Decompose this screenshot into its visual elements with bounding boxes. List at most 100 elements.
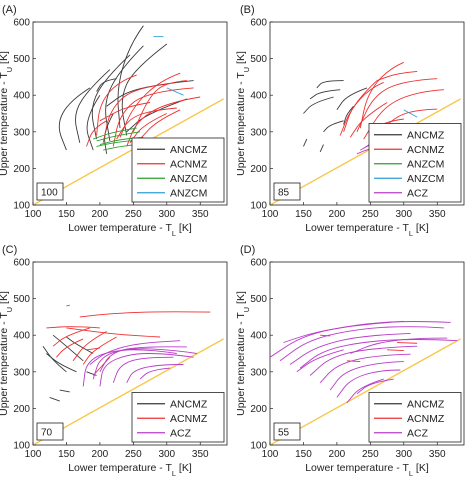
curve-acnmz (86, 120, 107, 147)
curve-acnmz (397, 342, 418, 344)
curve-acnmz (96, 74, 137, 136)
curve-acz (283, 320, 404, 343)
curve-acz (309, 345, 418, 376)
y-tick-label: 600 (13, 18, 30, 29)
legend: ANCMZ ACNMZ ACZ (368, 392, 462, 443)
legend-box (131, 392, 225, 443)
legend-entry: ACNMZ (170, 413, 208, 425)
x-tick-label: 350 (192, 209, 209, 220)
curve-acnmz (359, 61, 404, 129)
x-tick-label: 100 (262, 449, 279, 460)
x-tick-label: 250 (125, 209, 142, 220)
x-tick-label: 250 (125, 449, 142, 460)
curve-acz (346, 378, 384, 404)
diagonal-line (33, 98, 224, 205)
legend-entry: ANCMZ (407, 130, 445, 142)
y-axis-label: Upper temperature - TU [K] (0, 291, 14, 416)
curve-ancmz (303, 96, 334, 114)
curve-acz (126, 364, 184, 384)
y-tick-label: 100 (250, 201, 267, 212)
x-axis-label: Lower temperature - TL [K] (68, 222, 192, 238)
curve-acnmz (92, 356, 111, 376)
legend-entry: ANZCM (170, 188, 207, 200)
curve-acz (356, 378, 394, 395)
y-tick-label: 300 (13, 367, 30, 378)
curve-ancmz (75, 69, 111, 143)
curve-acz (299, 339, 458, 369)
legend-entry: ACZ (170, 428, 192, 440)
curve-acnmz (349, 102, 388, 138)
curve-acnmz (86, 347, 100, 351)
legend: ANCMZ ACNMZ ACZ (131, 392, 225, 443)
x-tick-label: 250 (362, 209, 379, 220)
panel-a-label: (A) (2, 4, 17, 16)
curve-anzcm_blue (403, 109, 418, 118)
curve-acz (89, 340, 181, 365)
curve-ancmz (117, 25, 144, 129)
x-tick-label: 100 (25, 209, 42, 220)
y-axis-label: Upper temperature - TU [K] (235, 291, 251, 416)
curve-ancmz (42, 345, 67, 373)
curve-ancmz (303, 138, 308, 147)
y-tick-label: 100 (250, 441, 267, 452)
y-tick-label: 300 (250, 127, 267, 138)
x-tick-label: 100 (262, 209, 279, 220)
x-axis-label: Lower temperature - TL [K] (305, 462, 429, 478)
curve-ancmz (86, 94, 101, 151)
x-tick-label: 250 (362, 449, 379, 460)
curve-ancmz (316, 80, 344, 89)
curve-acz (99, 353, 194, 387)
curve-acnmz (46, 326, 100, 329)
x-axis-label: Lower temperature - TL [K] (305, 222, 429, 238)
value-box-label: 55 (278, 428, 290, 439)
y-tick-label: 600 (13, 258, 30, 269)
curve-ancmz (49, 396, 60, 402)
y-tick-label: 400 (13, 91, 30, 102)
legend-entry: ANCMZ (170, 399, 208, 411)
curve-ancmz (105, 45, 144, 141)
curve-acnmz (102, 83, 167, 143)
curve-acz (139, 367, 171, 380)
curve-acnmz (139, 109, 181, 140)
plot-area (33, 25, 224, 205)
legend-entry: ACZ (407, 428, 429, 440)
curve-ancmz (319, 144, 324, 153)
x-tick-label: 150 (58, 209, 75, 220)
curve-anzcm (96, 131, 141, 142)
value-box (273, 422, 301, 441)
value-box-label: 85 (278, 188, 290, 199)
x-tick-label: 200 (92, 209, 109, 220)
x-tick-label: 350 (429, 209, 446, 220)
legend: ANCMZ ACNMZ ANZCM ANZCM ACZ (368, 123, 462, 203)
curve-ancmz (343, 105, 354, 125)
curve-acz (279, 326, 444, 362)
x-tick-label: 100 (25, 449, 42, 460)
curve-ancmz (309, 89, 341, 100)
legend-entry: ACNMZ (407, 413, 445, 425)
curve-acnmz (129, 113, 167, 144)
y-tick-label: 500 (250, 54, 267, 65)
legend-box (368, 392, 462, 443)
x-tick-label: 200 (92, 449, 109, 460)
panel-c: (C) 100 150 200 250 300 350 100 200 300 400 500 600… (0, 244, 228, 478)
curve-ancmz (66, 336, 94, 354)
y-tick-label: 300 (13, 127, 30, 138)
panel-b-plot: 100 150 200 250 300 350 100 200 300 400 500 600 Lowe… (235, 18, 465, 238)
curve-acnmz (112, 87, 194, 147)
x-tick-label: 200 (329, 209, 346, 220)
plot-area (33, 304, 224, 445)
y-tick-label: 200 (250, 404, 267, 415)
curve-acz (336, 369, 401, 398)
value-box (36, 422, 64, 441)
y-tick-label: 200 (250, 164, 267, 175)
curve-acz (296, 349, 344, 373)
curve-acz (82, 349, 177, 387)
curve-ancmz (121, 43, 168, 136)
x-tick-label: 300 (158, 449, 175, 460)
y-tick-label: 500 (13, 54, 30, 65)
curve-acnmz (66, 327, 161, 338)
value-box (36, 182, 64, 201)
curve-acnmz (99, 102, 151, 122)
panel-c-label: (C) (2, 244, 17, 256)
y-tick-label: 500 (13, 294, 30, 305)
